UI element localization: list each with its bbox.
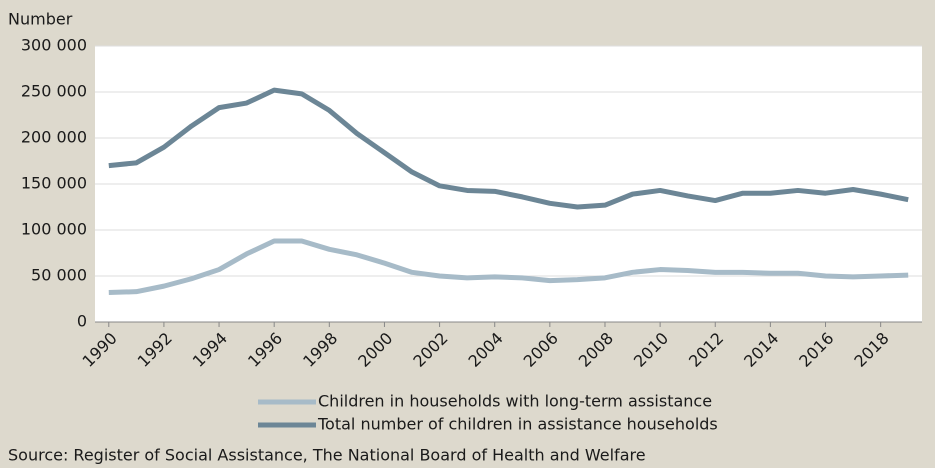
x-tick-label: 1994: [189, 329, 231, 371]
x-tick-label: 1996: [244, 329, 286, 371]
x-tick-label: 2016: [795, 329, 837, 371]
y-tick-label: 0: [77, 312, 87, 331]
y-tick-label: 200 000: [21, 128, 87, 147]
y-tick-label: 250 000: [21, 82, 87, 101]
x-tick-label: 2018: [850, 329, 892, 371]
x-tick-label: 1990: [79, 329, 121, 371]
x-tick-label: 2008: [575, 329, 617, 371]
legend-label: Total number of children in assistance h…: [317, 415, 718, 434]
x-tick-label: 2006: [520, 329, 562, 371]
x-tick-label: 2014: [740, 329, 782, 371]
x-tick-label: 2004: [464, 329, 506, 371]
x-tick-label: 2010: [630, 329, 672, 371]
x-tick-label: 2000: [354, 329, 396, 371]
source: Source: Register of Social Assistance, T…: [8, 446, 646, 465]
series-line: [108, 87, 909, 210]
y-tick-label: 50 000: [31, 266, 87, 285]
y-axis-label: Number: [8, 10, 73, 29]
x-tick-label: 2002: [409, 329, 451, 371]
y-tick-label: 100 000: [21, 220, 87, 239]
x-tick-label: 2012: [685, 329, 727, 371]
y-tick-label: 300 000: [21, 36, 87, 55]
y-tick-label: 150 000: [21, 174, 87, 193]
x-tick-label: 1992: [134, 329, 176, 371]
legend-label: Children in households with long-term as…: [318, 392, 712, 411]
series-line: [108, 238, 909, 296]
x-tick-label: 1998: [299, 329, 341, 371]
